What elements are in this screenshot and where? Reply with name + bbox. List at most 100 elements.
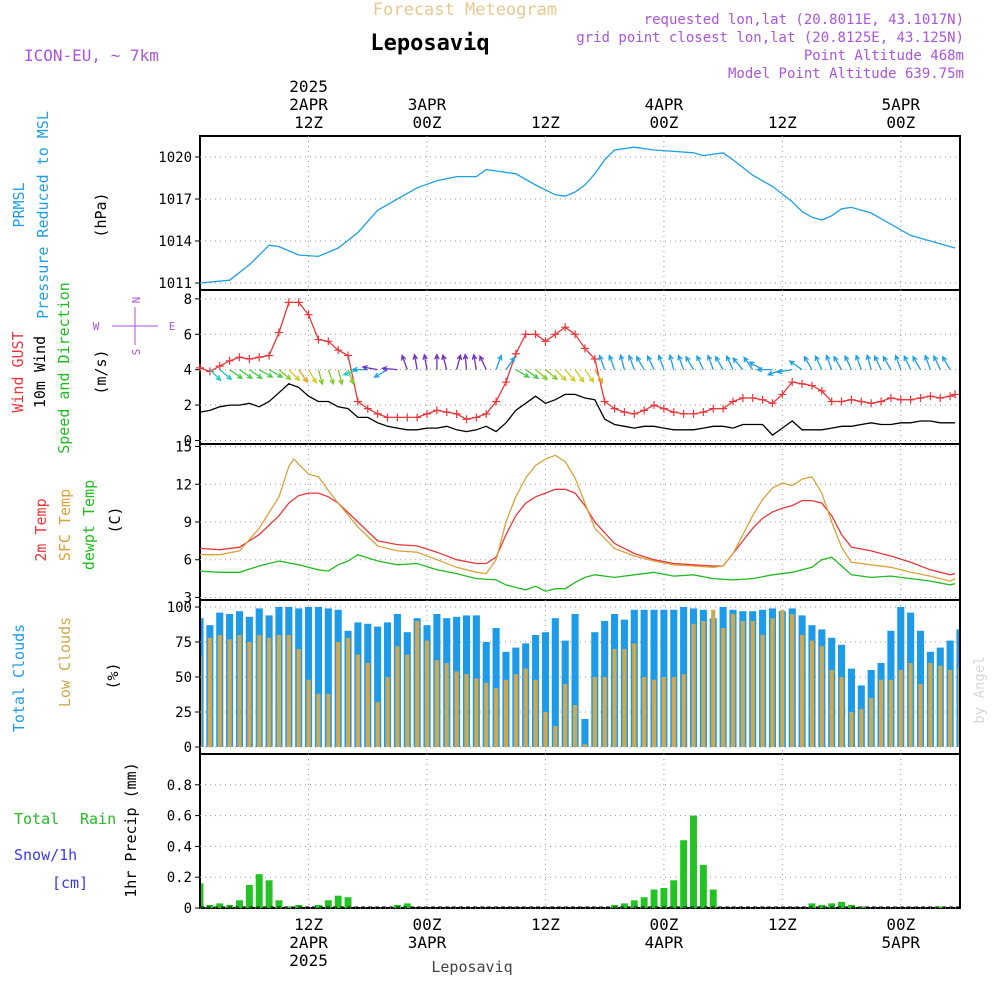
clouds-bar-1-1 bbox=[207, 637, 212, 747]
wind-direction-arrow-68 bbox=[873, 354, 882, 370]
wind-direction-arrow-42 bbox=[618, 353, 626, 370]
wind-ytick-label-0: 0 bbox=[184, 433, 192, 449]
clouds-bar-1-5 bbox=[247, 642, 252, 747]
wind-series-0-marker-30 bbox=[492, 397, 501, 406]
clouds-bar-1-58 bbox=[770, 618, 775, 747]
wind-series-0-marker-58 bbox=[768, 399, 777, 408]
wind-series-0-marker-54 bbox=[728, 397, 737, 406]
pressure-labels: PRMSL Pressure Reduced to MSL (hPa) bbox=[10, 111, 110, 319]
pressure-panel: 1011 1014 1017 1020 bbox=[158, 135, 961, 292]
bottom-time-label-5-0: 00Z bbox=[886, 915, 915, 934]
wind-direction-arrow-26 bbox=[462, 353, 469, 370]
wind-direction-arrow-2 bbox=[229, 369, 244, 380]
wind-ytick-label-2: 4 bbox=[184, 363, 192, 379]
wind-series-0-marker-19 bbox=[383, 413, 392, 422]
wind-series-0-marker-32 bbox=[511, 349, 520, 358]
wind-direction-arrow-31 bbox=[515, 369, 531, 378]
clouds-ytick-label-3: 75 bbox=[175, 635, 192, 651]
credit-watermark: by Angel bbox=[972, 656, 988, 723]
pressure-ytick-label-1: 1014 bbox=[158, 234, 192, 250]
wind-direction-arrow-50 bbox=[696, 354, 704, 370]
compass-rose: N S W E bbox=[93, 297, 176, 356]
temperature-series-1-line bbox=[200, 454, 956, 582]
clouds-bar-1-61 bbox=[800, 635, 805, 747]
wind-direction-arrow-54 bbox=[732, 357, 744, 371]
precip-bar-0-45 bbox=[640, 897, 648, 908]
wind-series-0-marker-73 bbox=[916, 393, 925, 402]
wind-direction-arrow-10 bbox=[308, 369, 317, 384]
clouds-bar-1-25 bbox=[444, 663, 449, 747]
clouds-bar-0-13 bbox=[324, 608, 332, 747]
precip-ytick-label-2: 0.4 bbox=[167, 839, 192, 855]
wind-series-0-marker-12 bbox=[314, 335, 323, 344]
clouds-bar-1-56 bbox=[750, 621, 755, 747]
wind-direction-arrow-70 bbox=[894, 354, 902, 370]
wind-series-0-marker-45 bbox=[640, 406, 649, 415]
clouds-bar-1-15 bbox=[345, 637, 351, 747]
clouds-bar-0-66 bbox=[847, 668, 855, 747]
wind-direction-arrow-24 bbox=[441, 353, 448, 370]
wind-series-0-marker-72 bbox=[906, 395, 915, 404]
top-time-label-5-1: 00Z bbox=[886, 113, 915, 132]
clouds-bar-1-63 bbox=[819, 646, 824, 747]
bottom-time-label-0-2: 2025 bbox=[289, 951, 328, 970]
precip-bar-0-21 bbox=[403, 903, 411, 908]
precip-bar-0-43 bbox=[620, 903, 628, 908]
wind-direction-arrow-53 bbox=[725, 354, 734, 370]
precip-bar-0-49 bbox=[680, 840, 688, 908]
clouds-bar-1-66 bbox=[849, 712, 854, 747]
wind-series-0-marker-24 bbox=[432, 406, 441, 415]
pressure-unit: (hPa) bbox=[92, 192, 110, 237]
wind-direction-arrow-41 bbox=[608, 354, 616, 370]
clouds-bar-1-72 bbox=[908, 663, 913, 747]
wind-series-0-marker-14 bbox=[334, 346, 343, 355]
wind-direction-arrow-51 bbox=[706, 354, 714, 370]
wind-series-0-marker-66 bbox=[847, 395, 856, 404]
bottom-time-label-1-1: 3APR bbox=[408, 933, 447, 952]
clouds-bar-1-30 bbox=[494, 688, 499, 747]
clouds-bar-1-0 bbox=[201, 656, 203, 747]
clouds-bar-0-77 bbox=[956, 629, 959, 747]
precip-ytick-label-3: 0.6 bbox=[167, 809, 192, 825]
wind-series-0-marker-67 bbox=[857, 397, 866, 406]
clouds-bar-0-39 bbox=[581, 719, 589, 747]
wind-series-0-marker-47 bbox=[659, 404, 668, 413]
clouds-bar-1-54 bbox=[730, 614, 736, 747]
clouds-ytick-label-4: 100 bbox=[167, 600, 192, 616]
clouds-bar-1-14 bbox=[336, 642, 341, 747]
clouds-bar-1-68 bbox=[869, 698, 874, 747]
wind-series-0-marker-56 bbox=[748, 393, 757, 402]
precip-bar-0-8 bbox=[275, 900, 283, 908]
clouds-unit: (%) bbox=[104, 662, 122, 689]
wind-series-0-marker-48 bbox=[669, 408, 678, 417]
wind-direction-arrow-12 bbox=[327, 369, 335, 386]
bottom-time-label-3-1: 4APR bbox=[645, 933, 684, 952]
precip-ytick-label-1: 0.2 bbox=[167, 870, 192, 886]
pressure-label-1: PRMSL bbox=[10, 182, 28, 227]
clouds-bar-1-50 bbox=[691, 623, 696, 747]
precip-bar-0-3 bbox=[226, 904, 234, 908]
wind-direction-arrow-63 bbox=[825, 354, 833, 370]
compass-north: N bbox=[130, 297, 143, 304]
wind-series-0-marker-28 bbox=[472, 413, 481, 422]
wind-series-0-marker-31 bbox=[501, 378, 510, 387]
clouds-bar-1-34 bbox=[533, 679, 538, 747]
wind-series-0-marker-18 bbox=[373, 409, 382, 418]
precip-bar-0-7 bbox=[265, 880, 273, 908]
clouds-ytick-label-0: 0 bbox=[184, 740, 192, 756]
clouds-bar-1-13 bbox=[326, 693, 331, 747]
bottom-time-label-3-0: 00Z bbox=[649, 915, 678, 934]
wind-direction-arrow-35 bbox=[554, 369, 567, 382]
top-time-label-0-2: 12Z bbox=[294, 113, 323, 132]
wind-direction-arrow-40 bbox=[598, 354, 606, 370]
precip-unit: 1hr Precip (mm) bbox=[122, 762, 140, 897]
clouds-bar-1-20 bbox=[395, 646, 400, 747]
wind-direction-arrow-19 bbox=[380, 365, 398, 372]
clouds-bar-1-37 bbox=[563, 684, 568, 747]
wind-direction-arrow-14 bbox=[347, 369, 355, 386]
wind-direction-arrow-57 bbox=[755, 366, 773, 373]
wind-series-0-marker-63 bbox=[817, 386, 826, 395]
clouds-bar-0-35 bbox=[541, 632, 550, 747]
clouds-bar-1-70 bbox=[888, 679, 893, 747]
wind-direction-arrow-7 bbox=[278, 369, 292, 381]
